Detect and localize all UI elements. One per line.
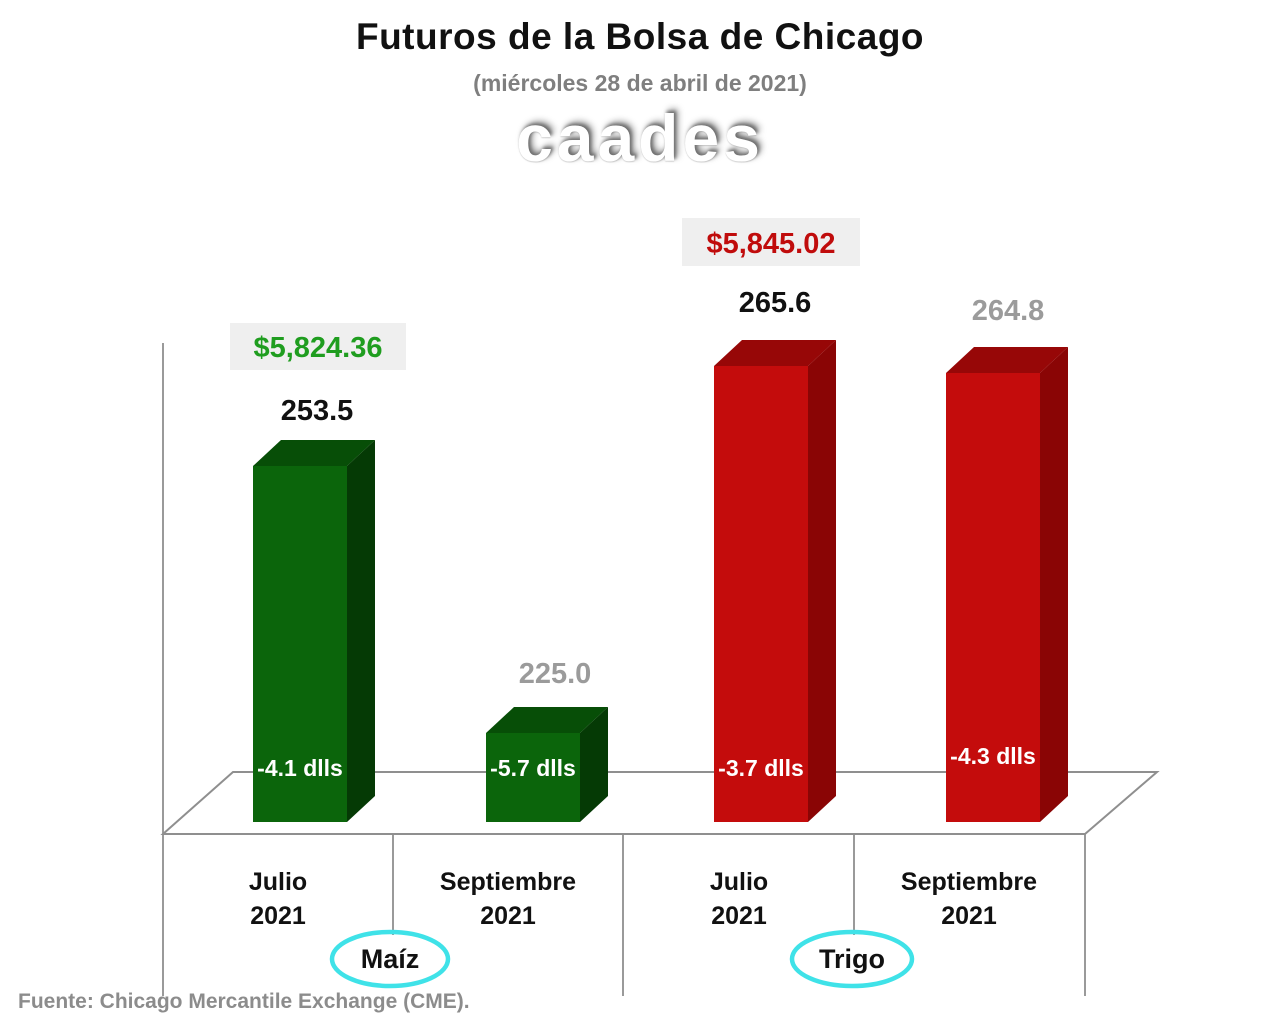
group-ellipse-trigo xyxy=(789,929,915,989)
bar-side-face xyxy=(580,707,608,822)
bar-front-face xyxy=(486,733,580,822)
month-label-line2: 2021 xyxy=(941,902,997,930)
month-label: Septiembre 2021 xyxy=(440,868,576,930)
bar-side-face xyxy=(1040,347,1068,822)
page-title: Futuros de la Bolsa de Chicago xyxy=(355,16,925,57)
bar-top-face xyxy=(486,707,608,733)
bar-value-label: 253.5 xyxy=(281,395,354,427)
bar-trigo-julio: -3.7 dlls xyxy=(714,340,836,822)
callout-box xyxy=(682,218,860,266)
bar-maiz-septiembre: -5.7 dlls xyxy=(486,707,608,822)
month-label: Julio 2021 xyxy=(710,868,768,930)
bar-side-face xyxy=(808,340,836,822)
bar-top-face xyxy=(714,340,836,366)
bar-top-face xyxy=(253,440,375,466)
month-label: Julio 2021 xyxy=(249,868,307,930)
callout-price-label: $5,824.36 xyxy=(253,332,382,364)
price-callout-maiz: $5,824.36 xyxy=(230,323,406,370)
bar-value-label: 225.0 xyxy=(519,658,592,690)
month-label-line1: Julio xyxy=(710,868,768,896)
caades-logo: caades xyxy=(516,101,764,175)
bar-front-face xyxy=(253,466,347,822)
bar-maiz-julio: -4.1 dlls xyxy=(253,440,375,822)
bar-change-label: -4.1 dlls xyxy=(257,755,343,781)
bar-front-face xyxy=(946,373,1040,822)
group-label-trigo: Trigo xyxy=(789,929,915,989)
bar-change-label: -5.7 dlls xyxy=(490,755,576,781)
bar-value-label: 265.6 xyxy=(739,287,812,319)
bar-value-label: 264.8 xyxy=(972,295,1045,327)
group-label-maiz: Maíz xyxy=(329,929,451,989)
source-note: Fuente: Chicago Mercantile Exchange (CME… xyxy=(18,990,470,1013)
plot-floor xyxy=(160,771,1160,835)
callout-box xyxy=(230,323,406,370)
month-label: Septiembre 2021 xyxy=(901,868,1037,930)
month-label-line2: 2021 xyxy=(711,902,767,930)
bar-trigo-septiembre: -4.3 dlls xyxy=(946,347,1068,822)
month-label-line1: Septiembre xyxy=(440,868,576,896)
group-label-text: Trigo xyxy=(819,944,885,974)
callout-price-label: $5,845.02 xyxy=(706,228,835,260)
bar-change-label: -4.3 dlls xyxy=(950,743,1036,769)
price-callout-trigo: $5,845.02 xyxy=(682,218,860,266)
month-label-line2: 2021 xyxy=(480,902,536,930)
bar-front-face xyxy=(714,366,808,822)
month-label-line2: 2021 xyxy=(250,902,306,930)
month-label-line1: Julio xyxy=(249,868,307,896)
bar-top-face xyxy=(946,347,1068,373)
group-label-text: Maíz xyxy=(361,944,420,974)
group-ellipse-maiz xyxy=(329,929,451,989)
bar-change-label: -3.7 dlls xyxy=(718,755,804,781)
bar-side-face xyxy=(347,440,375,822)
month-label-line1: Septiembre xyxy=(901,868,1037,896)
chart-date-subtitle: (miércoles 28 de abril de 2021) xyxy=(473,70,807,96)
